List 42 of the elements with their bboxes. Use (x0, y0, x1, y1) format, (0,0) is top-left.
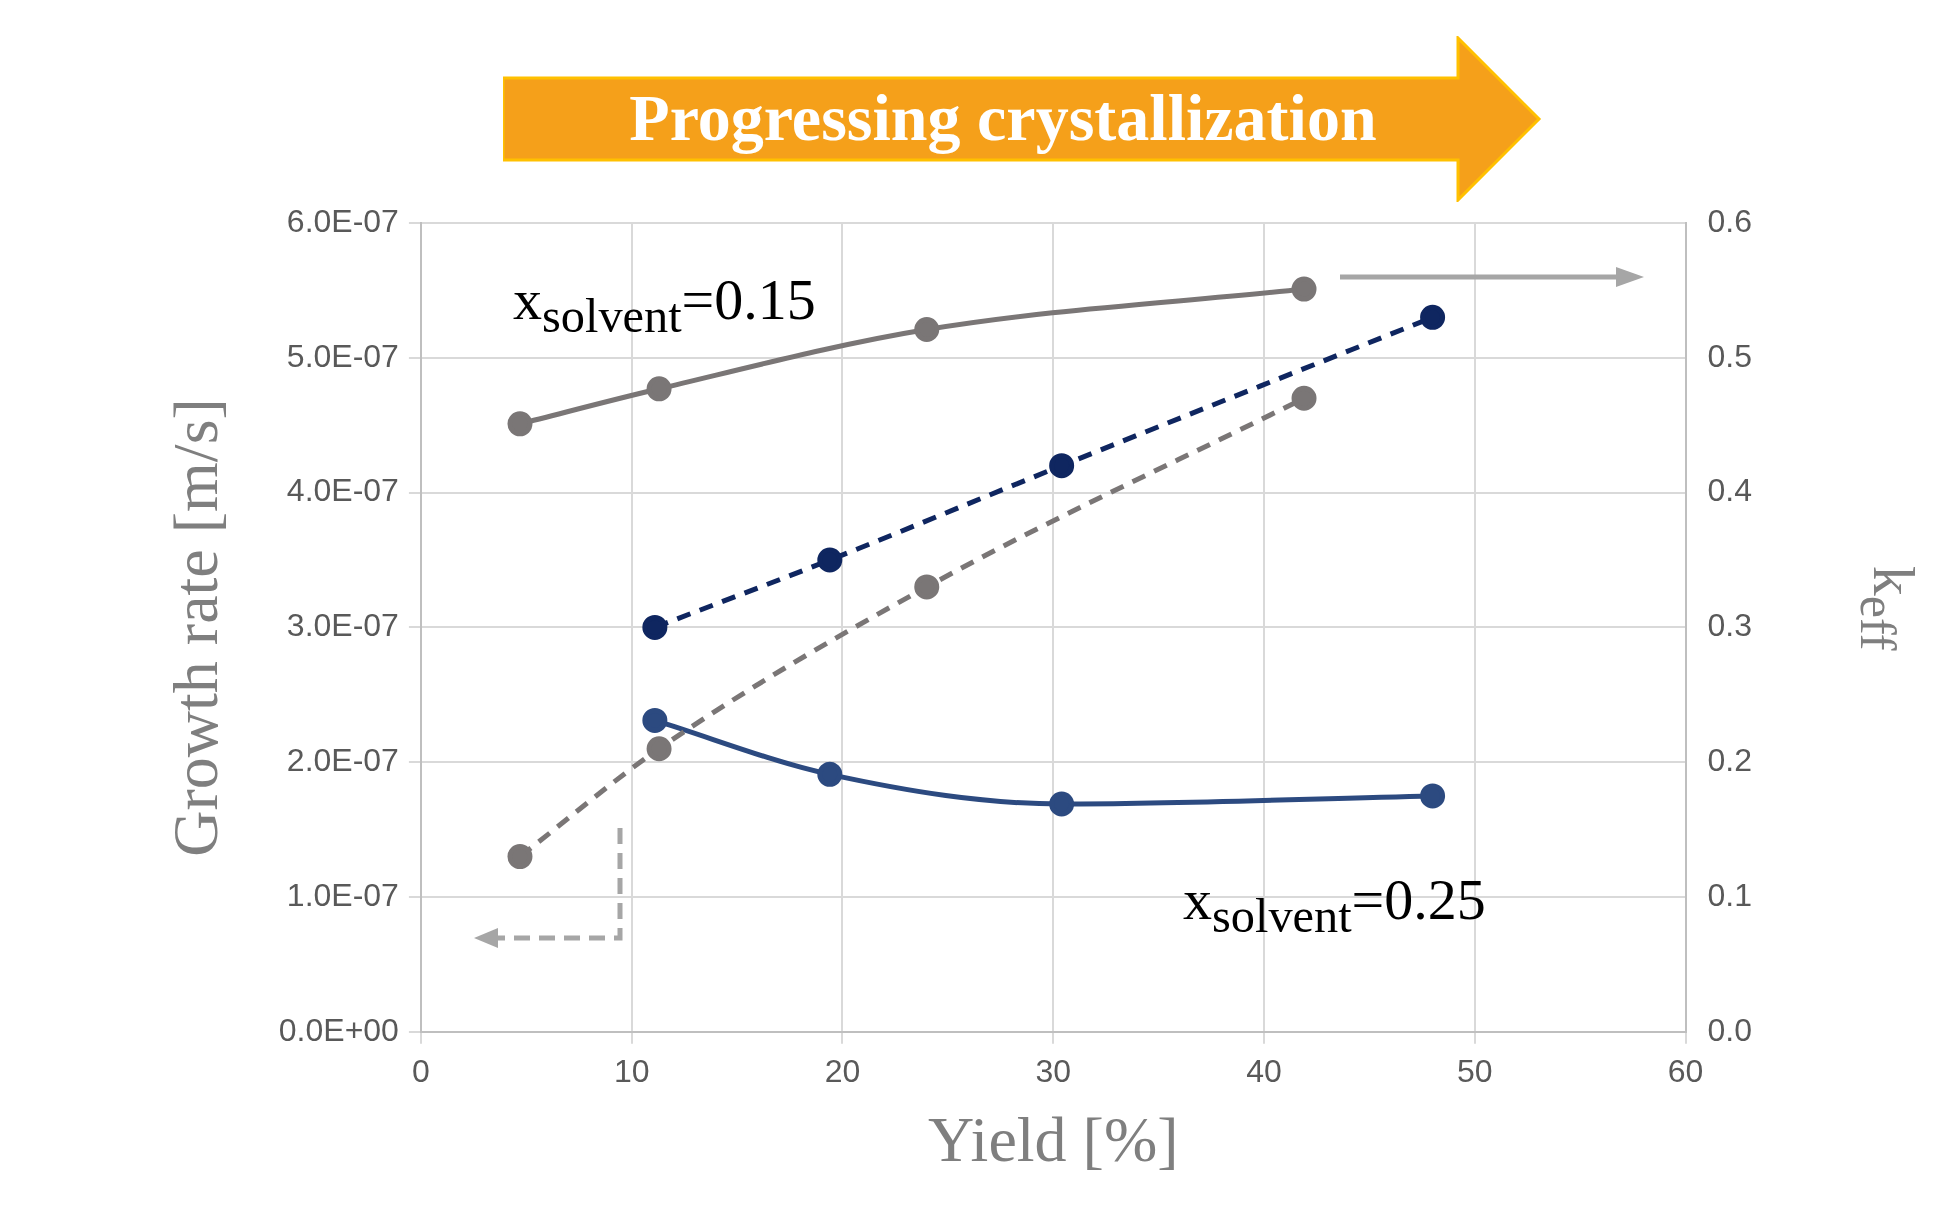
point (1420, 304, 1446, 330)
annotation: x$_{solvent}$=0.15 (513, 266, 816, 343)
text: Progressing crystallization (628, 80, 1378, 156)
y-axis-title: Growth rate [m/s] (160, 398, 232, 857)
annotation: x$_{solvent}$=0.25 (1183, 866, 1486, 943)
point (1291, 385, 1317, 411)
y-tick-label: 6.0E-07 (286, 202, 399, 239)
point (817, 761, 843, 787)
x-tick-label: 60 (1667, 1052, 1704, 1089)
x-tick-label: 50 (1456, 1052, 1493, 1089)
y2-tick-label: 0.3 (1707, 607, 1752, 644)
y-tick-label: 4.0E-07 (286, 472, 399, 509)
point (642, 614, 668, 640)
y-tick-label: 3.0E-07 (286, 607, 399, 644)
point (646, 376, 672, 402)
y-tick-label: 5.0E-07 (286, 337, 399, 374)
point (507, 844, 533, 870)
point (1291, 276, 1317, 302)
x-axis-title: Yield [%] (927, 1104, 1179, 1176)
point (914, 574, 940, 600)
y2-tick-label: 0.6 (1707, 202, 1752, 239)
point (646, 736, 672, 762)
y-tick-label: 1.0E-07 (286, 876, 399, 913)
y2-tick-label: 0.5 (1707, 337, 1752, 374)
x-tick-label: 20 (824, 1052, 861, 1089)
point (1049, 453, 1075, 479)
x-tick-label: 40 (1246, 1052, 1282, 1089)
point (642, 707, 668, 733)
y2-tick-label: 0.4 (1707, 472, 1752, 509)
x-tick-label: 30 (1035, 1052, 1072, 1089)
point (914, 316, 940, 342)
y-tick-label: 0.0E+00 (278, 1011, 399, 1048)
y2-tick-label: 0.0 (1707, 1011, 1752, 1048)
y2-tick-label: 0.1 (1707, 876, 1752, 913)
x-tick-label: 10 (613, 1052, 650, 1089)
point (1420, 783, 1446, 809)
point (1049, 791, 1075, 817)
point (817, 547, 843, 573)
x-tick-label: 0 (412, 1052, 430, 1089)
y2-tick-label: 0.2 (1707, 742, 1752, 779)
point (507, 411, 533, 437)
y-tick-label: 2.0E-07 (286, 742, 399, 779)
